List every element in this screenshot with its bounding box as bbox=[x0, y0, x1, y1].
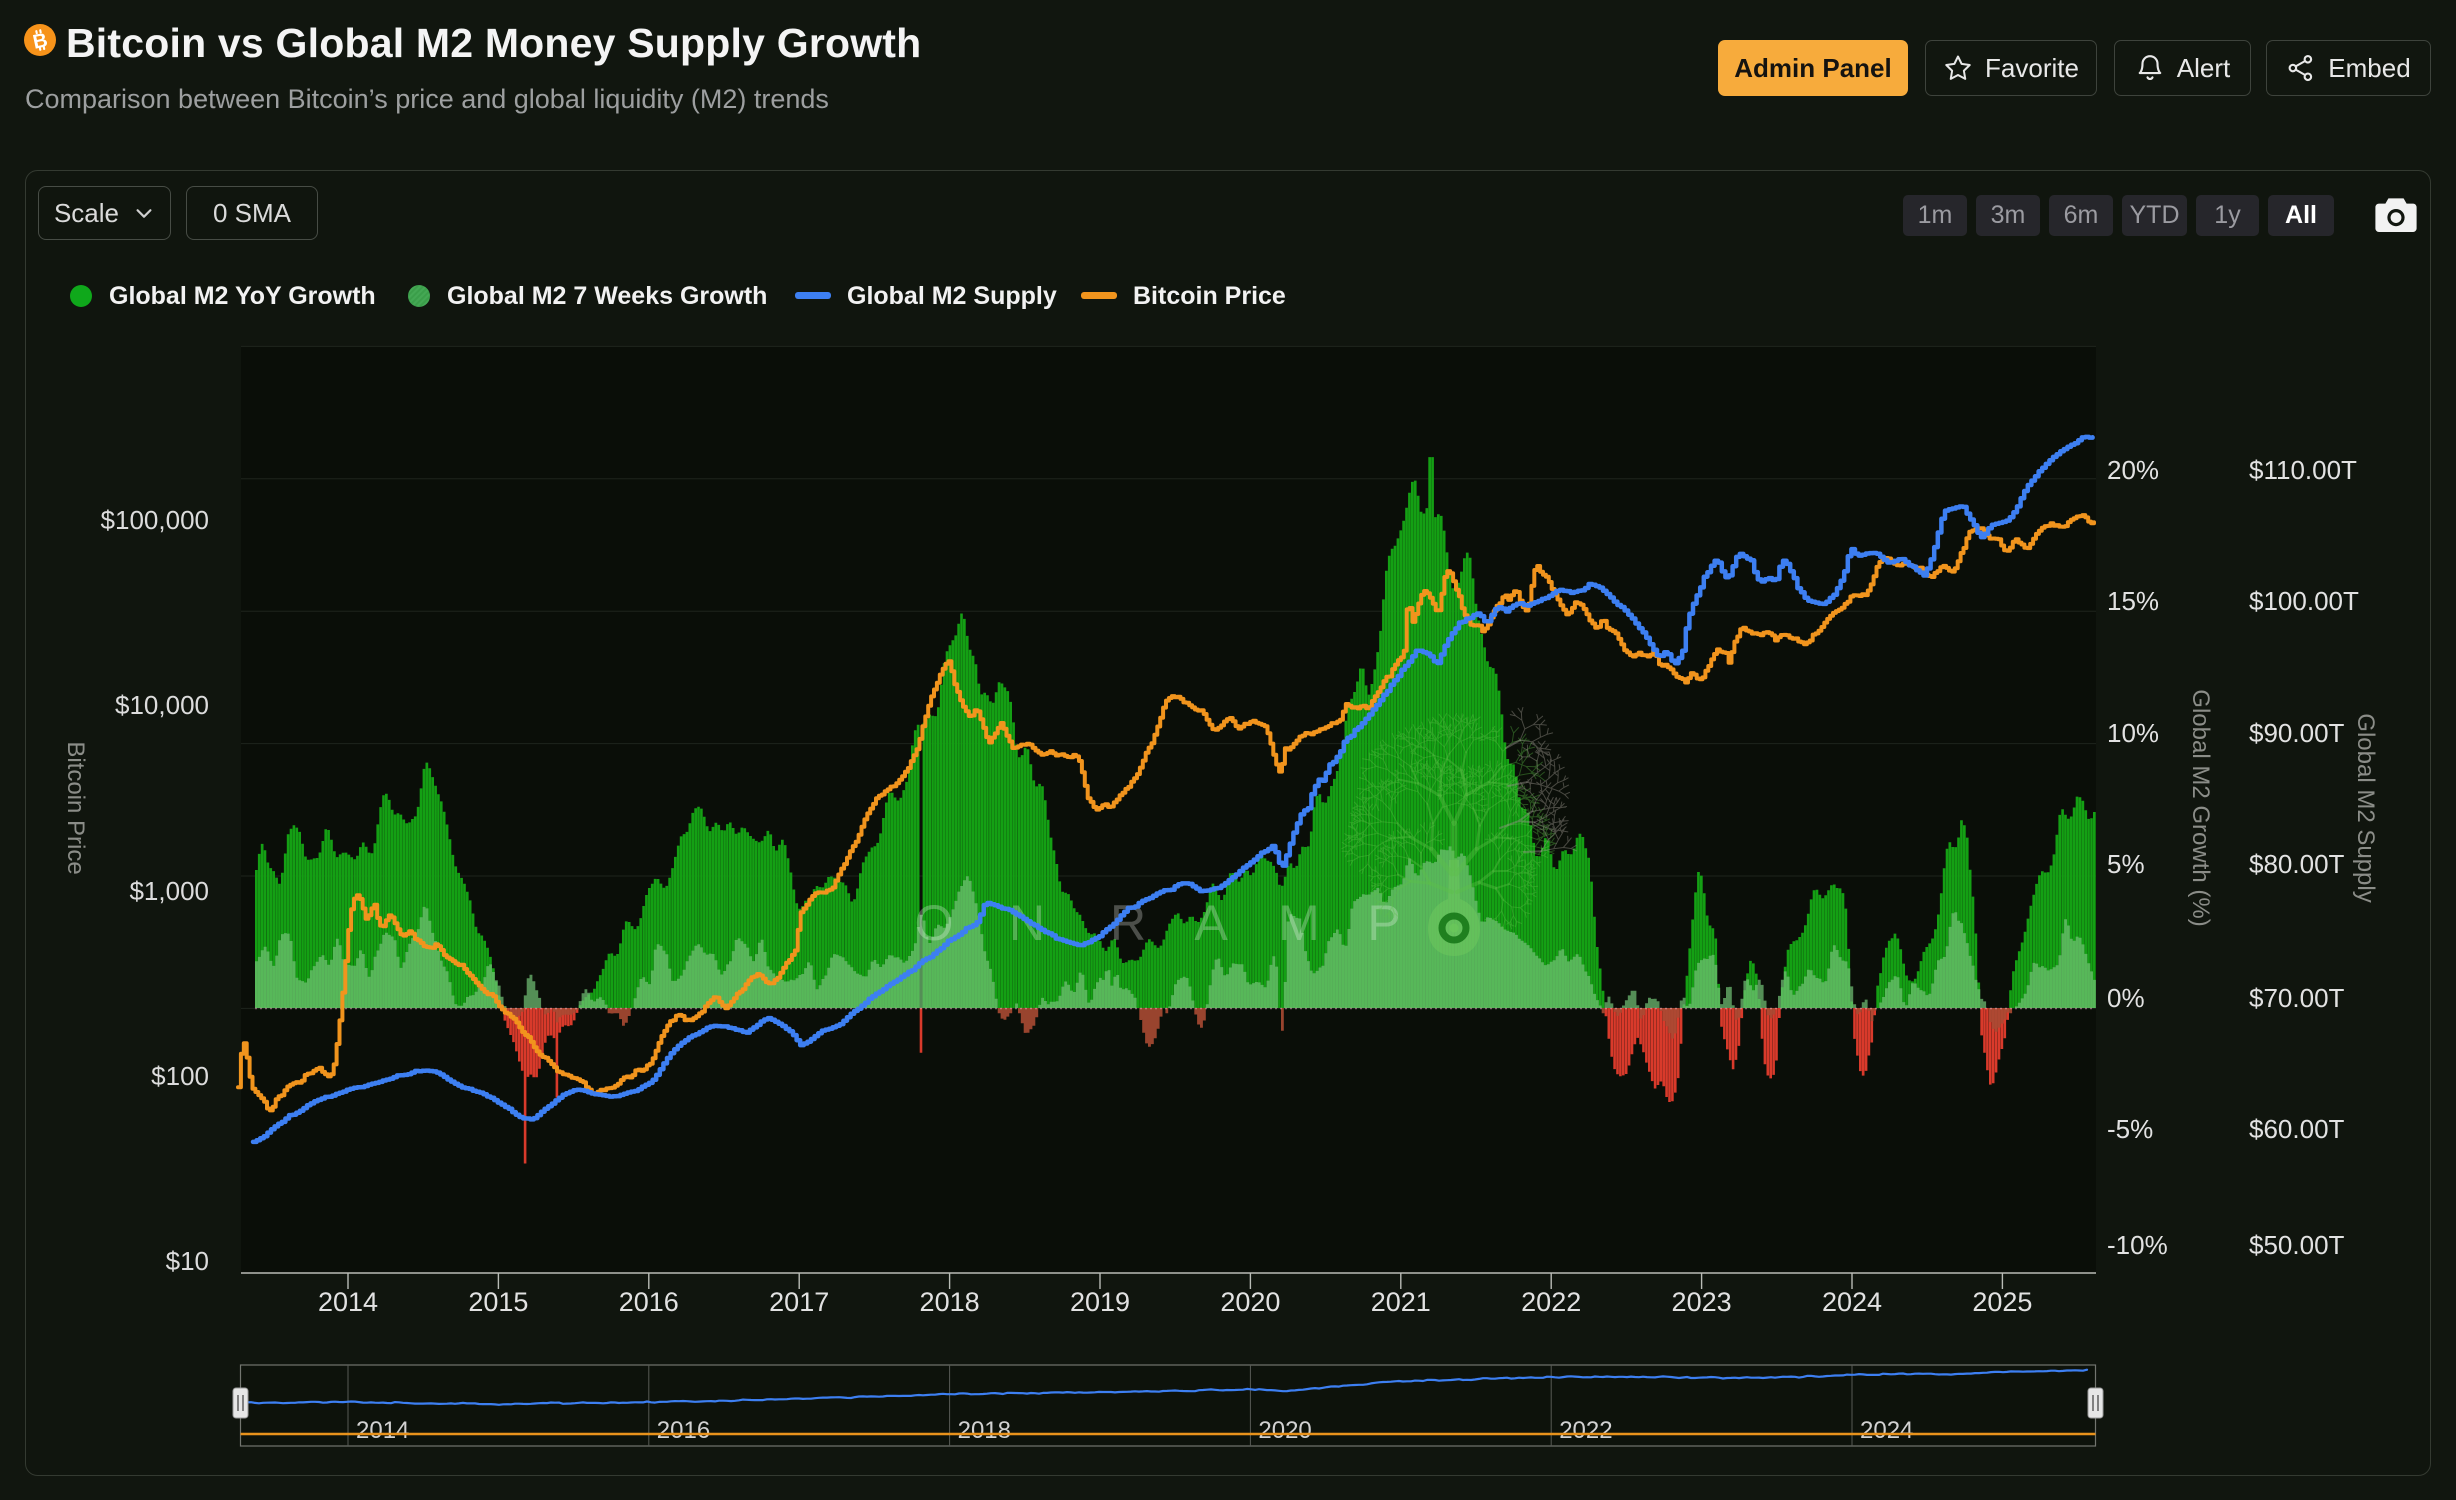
svg-text:2024: 2024 bbox=[1860, 1417, 1913, 1444]
svg-text:Bitcoin Price: Bitcoin Price bbox=[62, 741, 89, 874]
svg-text:2020: 2020 bbox=[1220, 1287, 1280, 1317]
svg-text:10%: 10% bbox=[2107, 718, 2159, 748]
svg-text:0%: 0% bbox=[2107, 983, 2145, 1013]
svg-text:2016: 2016 bbox=[657, 1417, 710, 1444]
svg-text:2018: 2018 bbox=[920, 1287, 980, 1317]
svg-text:$90.00T: $90.00T bbox=[2249, 718, 2345, 748]
svg-text:2016: 2016 bbox=[619, 1287, 679, 1317]
svg-text:Global M2 Supply: Global M2 Supply bbox=[2352, 713, 2379, 902]
svg-text:B: B bbox=[31, 29, 50, 54]
svg-text:2019: 2019 bbox=[1070, 1287, 1130, 1317]
svg-text:-10%: -10% bbox=[2107, 1230, 2168, 1260]
svg-text:$100.00T: $100.00T bbox=[2249, 586, 2359, 616]
svg-text:5%: 5% bbox=[2107, 849, 2145, 879]
svg-text:$1,000: $1,000 bbox=[129, 876, 209, 906]
svg-text:P: P bbox=[1367, 895, 1400, 951]
svg-text:2024: 2024 bbox=[1822, 1287, 1882, 1317]
svg-text:$70.00T: $70.00T bbox=[2249, 983, 2345, 1013]
svg-text:Global M2 Growth (%): Global M2 Growth (%) bbox=[2187, 689, 2214, 926]
svg-text:$60.00T: $60.00T bbox=[2249, 1114, 2345, 1144]
svg-text:-5%: -5% bbox=[2107, 1114, 2153, 1144]
svg-text:$110.00T: $110.00T bbox=[2249, 455, 2357, 485]
svg-text:$80.00T: $80.00T bbox=[2249, 849, 2345, 879]
svg-text:15%: 15% bbox=[2107, 586, 2159, 616]
svg-text:$100,000: $100,000 bbox=[101, 505, 209, 535]
svg-text:2014: 2014 bbox=[356, 1417, 409, 1444]
svg-text:A: A bbox=[1194, 895, 1228, 951]
svg-text:2014: 2014 bbox=[318, 1287, 378, 1317]
svg-text:$10,000: $10,000 bbox=[115, 690, 209, 720]
svg-text:2022: 2022 bbox=[1521, 1287, 1581, 1317]
svg-text:$50.00T: $50.00T bbox=[2249, 1230, 2345, 1260]
svg-text:2021: 2021 bbox=[1371, 1287, 1431, 1317]
svg-text:2025: 2025 bbox=[1972, 1287, 2032, 1317]
svg-text:2015: 2015 bbox=[468, 1287, 528, 1317]
svg-text:$10: $10 bbox=[166, 1246, 209, 1276]
svg-text:M: M bbox=[1278, 895, 1320, 951]
svg-text:2020: 2020 bbox=[1258, 1417, 1311, 1444]
svg-text:2023: 2023 bbox=[1672, 1287, 1732, 1317]
svg-text:2022: 2022 bbox=[1559, 1417, 1612, 1444]
svg-text:$100: $100 bbox=[151, 1061, 209, 1091]
svg-text:2018: 2018 bbox=[958, 1417, 1011, 1444]
svg-text:2017: 2017 bbox=[769, 1287, 829, 1317]
svg-text:20%: 20% bbox=[2107, 455, 2159, 485]
